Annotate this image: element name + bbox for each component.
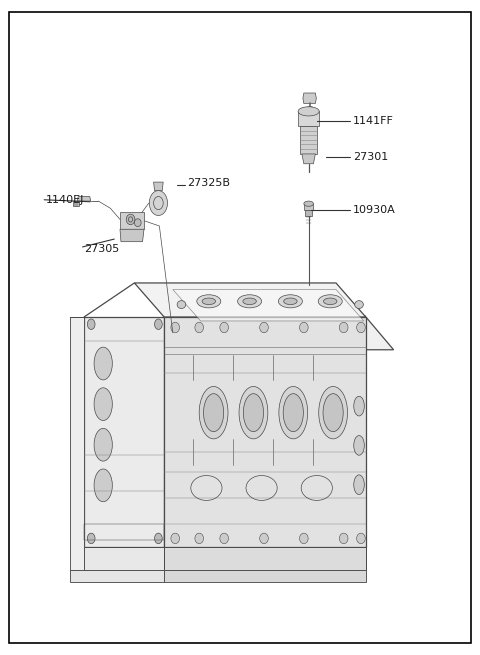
Ellipse shape bbox=[220, 322, 228, 333]
Ellipse shape bbox=[354, 475, 364, 495]
Ellipse shape bbox=[318, 295, 342, 308]
Text: 10930A: 10930A bbox=[353, 204, 396, 215]
Polygon shape bbox=[303, 93, 316, 103]
Ellipse shape bbox=[197, 295, 221, 308]
Ellipse shape bbox=[298, 107, 319, 116]
Ellipse shape bbox=[339, 322, 348, 333]
Polygon shape bbox=[84, 547, 164, 570]
Ellipse shape bbox=[220, 533, 228, 544]
Polygon shape bbox=[304, 204, 313, 210]
Ellipse shape bbox=[171, 533, 180, 544]
Polygon shape bbox=[120, 229, 144, 242]
Ellipse shape bbox=[238, 295, 262, 308]
Ellipse shape bbox=[243, 394, 264, 432]
Ellipse shape bbox=[126, 214, 135, 225]
Polygon shape bbox=[120, 212, 144, 229]
Ellipse shape bbox=[195, 533, 204, 544]
Ellipse shape bbox=[323, 394, 343, 432]
Polygon shape bbox=[77, 196, 91, 201]
Text: 27305: 27305 bbox=[84, 244, 119, 254]
Polygon shape bbox=[73, 201, 79, 206]
Ellipse shape bbox=[94, 428, 112, 461]
Ellipse shape bbox=[339, 533, 348, 544]
Ellipse shape bbox=[155, 533, 162, 544]
Ellipse shape bbox=[357, 322, 365, 333]
Ellipse shape bbox=[171, 322, 180, 333]
Ellipse shape bbox=[94, 469, 112, 502]
Text: 27301: 27301 bbox=[353, 152, 388, 162]
Ellipse shape bbox=[300, 322, 308, 333]
Ellipse shape bbox=[278, 295, 302, 308]
Polygon shape bbox=[173, 290, 364, 321]
Ellipse shape bbox=[279, 386, 308, 439]
Ellipse shape bbox=[155, 319, 162, 329]
Ellipse shape bbox=[149, 191, 168, 215]
Polygon shape bbox=[298, 111, 319, 126]
Text: 27325B: 27325B bbox=[187, 178, 230, 189]
Polygon shape bbox=[300, 126, 317, 154]
Text: 1140EJ: 1140EJ bbox=[46, 195, 84, 205]
Ellipse shape bbox=[195, 322, 204, 333]
Polygon shape bbox=[164, 547, 366, 570]
Ellipse shape bbox=[204, 394, 224, 432]
Ellipse shape bbox=[357, 533, 365, 544]
Ellipse shape bbox=[87, 533, 95, 544]
Ellipse shape bbox=[202, 298, 216, 305]
Ellipse shape bbox=[87, 319, 95, 329]
Ellipse shape bbox=[284, 298, 297, 305]
Ellipse shape bbox=[300, 533, 308, 544]
Ellipse shape bbox=[260, 322, 268, 333]
Polygon shape bbox=[70, 317, 84, 570]
Polygon shape bbox=[154, 182, 163, 191]
Ellipse shape bbox=[283, 394, 303, 432]
Ellipse shape bbox=[199, 386, 228, 439]
Ellipse shape bbox=[355, 301, 363, 309]
Ellipse shape bbox=[243, 298, 256, 305]
Polygon shape bbox=[164, 570, 366, 582]
Ellipse shape bbox=[324, 298, 337, 305]
Ellipse shape bbox=[319, 386, 348, 439]
Polygon shape bbox=[305, 210, 312, 216]
Ellipse shape bbox=[94, 388, 112, 421]
Ellipse shape bbox=[134, 219, 141, 227]
Ellipse shape bbox=[239, 386, 268, 439]
Ellipse shape bbox=[354, 396, 364, 416]
Polygon shape bbox=[302, 154, 315, 164]
Ellipse shape bbox=[304, 201, 313, 206]
Ellipse shape bbox=[94, 347, 112, 380]
Ellipse shape bbox=[177, 301, 186, 309]
Ellipse shape bbox=[354, 436, 364, 455]
Polygon shape bbox=[84, 317, 164, 547]
Text: 1141FF: 1141FF bbox=[353, 116, 394, 126]
Polygon shape bbox=[70, 570, 164, 582]
Polygon shape bbox=[134, 283, 366, 317]
Polygon shape bbox=[164, 317, 366, 547]
Polygon shape bbox=[163, 316, 394, 350]
Ellipse shape bbox=[260, 533, 268, 544]
